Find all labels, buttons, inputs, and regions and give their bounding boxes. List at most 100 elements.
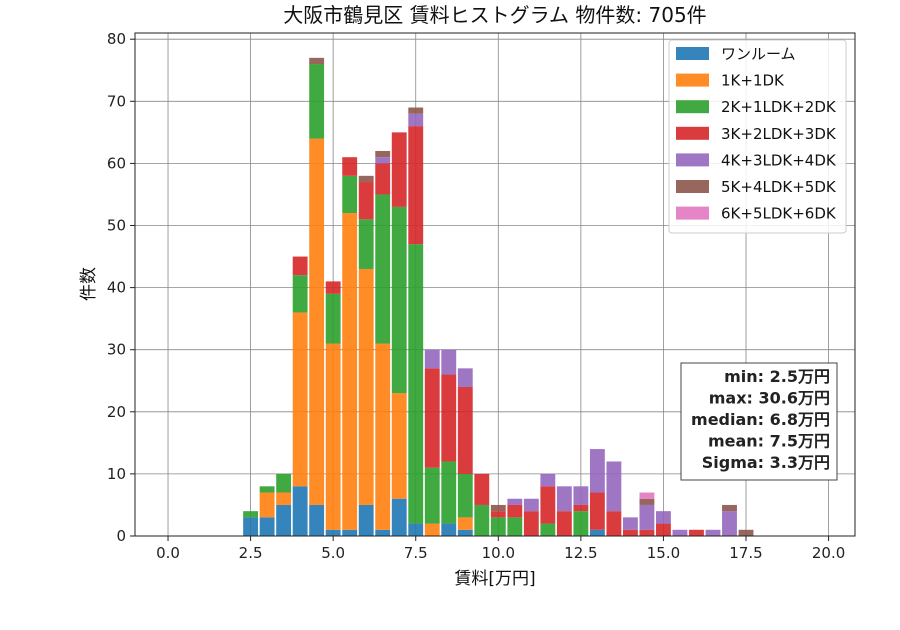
bar-segment-series-2 [292,275,308,313]
y-axis-label: 件数 [79,267,99,301]
bar-segment-series-1 [391,393,407,499]
bar-segment-series-3 [342,157,358,176]
bar-segment-series-0 [276,504,292,536]
bar-segment-series-3 [441,374,457,462]
bar-segment-series-1 [309,138,325,505]
bar-segment-series-0 [408,523,424,536]
legend-swatch [676,47,709,60]
bar-segment-series-2 [507,517,523,536]
bar-segment-series-3 [391,132,407,207]
bar-segment-series-2 [276,473,292,493]
bar-segment-series-2 [325,293,341,344]
bar-segment-series-1 [259,492,275,518]
bar-segment-series-5 [490,504,506,512]
bar-segment-series-4 [523,498,539,512]
bar-segment-series-3 [408,126,424,245]
bar-segment-series-1 [424,523,440,536]
bar-segment-series-0 [309,504,325,536]
legend-label: 2K+1LDK+2DK [721,98,837,116]
bar-segment-series-2 [424,467,440,524]
legend-label: 3K+2LDK+3DK [721,125,837,143]
y-tick-label: 70 [107,92,126,110]
bar-segment-series-4 [375,157,391,164]
bar-segment-series-0 [441,523,457,536]
legend-swatch [676,73,709,87]
x-tick-label: 2.5 [239,544,263,562]
bar-segment-series-4 [507,498,523,505]
bar-segment-series-0 [391,498,407,536]
bar-segment-series-3 [622,529,638,536]
bar-segment-series-2 [457,473,473,518]
bar-segment-series-3 [474,473,490,505]
axis-ticks: 0.0 2.5 5.0 7.5 10.0 12.5 15.0 17.5 20.0 0 10 20 30 4… [107,30,845,562]
bar-segment-series-0 [375,529,391,536]
bar-segment-series-1 [276,492,292,505]
legend-swatch [676,100,709,114]
bar-segment-series-3 [573,504,589,512]
bar-segment-series-4 [408,113,424,127]
bar-segment-series-2 [259,486,275,493]
bar-segment-series-4 [540,473,556,487]
bar-segment-series-1 [457,517,473,530]
legend-label: ワンルーム [721,45,796,63]
legend-swatch [676,126,709,140]
stats-line: median: 6.8万円 [691,410,830,429]
y-tick-label: 60 [107,154,126,172]
bar-segment-series-4 [573,486,589,505]
bar-segment-series-3 [375,163,391,195]
bar-segment-series-5 [738,529,754,536]
y-tick-label: 10 [107,465,126,483]
legend-swatch [676,180,709,193]
bar-segment-series-4 [672,529,688,536]
x-tick-label: 15.0 [647,544,680,562]
legend-label: 6K+5LDK+6DK [721,205,837,223]
bar-segment-series-2 [243,511,259,518]
bar-segment-series-3 [358,182,374,220]
bar-segment-series-3 [325,281,341,294]
bar-segment-series-3 [689,529,704,536]
bar-segment-series-3 [457,386,473,474]
bar-segment-series-5 [639,498,655,505]
bar-segment-series-3 [556,511,572,536]
bar-segment-series-5 [722,504,737,512]
bar-segment-series-4 [556,486,572,512]
bar-segment-series-4 [441,349,457,375]
legend-label: 5K+4LDK+5DK [721,178,837,196]
x-tick-label: 5.0 [321,544,345,562]
bar-segment-series-3 [424,368,440,468]
bar-segment-series-0 [457,529,473,536]
bar-segment-series-4 [656,511,671,524]
legend-swatch [676,153,709,167]
bar-segment-series-4 [722,511,737,536]
x-tick-label: 0.0 [156,544,180,562]
bar-segment-series-3 [606,511,622,536]
legend: ワンルーム 1K+1DK 2K+1LDK+2DK 3K+2LDK+3DK 4K+3LDK… [668,39,847,234]
bar-segment-series-3 [639,529,655,536]
bar-segment-series-1 [292,312,308,487]
y-tick-label: 20 [107,403,126,421]
grid [135,33,855,537]
bar-segment-series-2 [474,504,490,536]
legend-swatch [676,206,709,220]
y-tick-label: 0 [116,527,126,545]
legend-label: 1K+1DK [721,72,785,90]
bars [243,57,754,536]
stats-line: max: 30.6万円 [709,389,830,408]
bar-segment-series-5 [358,175,374,183]
x-tick-label: 17.5 [729,544,762,562]
bar-segment-series-0 [342,529,358,536]
bar-segment-series-0 [325,529,341,536]
bar-segment-series-2 [391,206,407,394]
stats-line: Sigma: 3.3万円 [702,453,830,472]
stats-box: min: 2.5万円 max: 30.6万円 median: 6.8万円 mean: … [680,362,838,481]
bar-segment-series-2 [408,244,424,524]
bar-segment-series-4 [589,449,605,493]
bar-segment-series-4 [606,461,622,512]
x-tick-label: 12.5 [564,544,597,562]
bar-segment-series-2 [342,175,358,214]
bar-segment-series-2 [358,219,374,269]
y-tick-label: 30 [107,341,126,359]
bar-segment-series-3 [523,511,539,536]
x-axis-label: 賃料[万円] [454,569,535,589]
